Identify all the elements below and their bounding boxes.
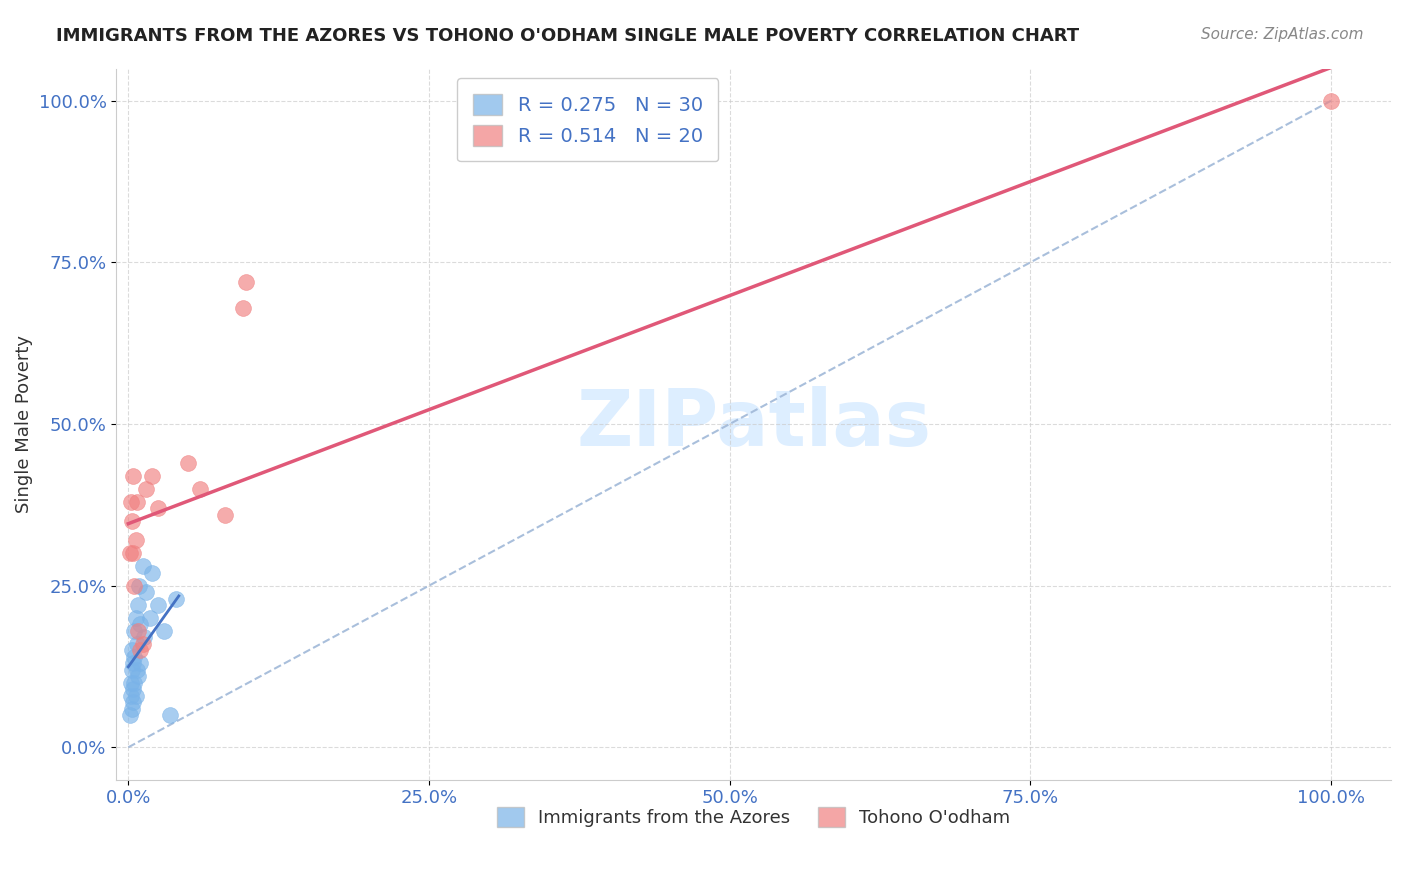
Point	[1320, 94, 1343, 108]
Point	[177, 456, 200, 470]
Point	[124, 649, 146, 664]
Point	[121, 663, 143, 677]
Point	[120, 494, 142, 508]
Point	[159, 708, 181, 723]
Point	[127, 598, 149, 612]
Point	[139, 611, 162, 625]
Point	[129, 643, 152, 657]
Point	[129, 657, 152, 671]
Text: IMMIGRANTS FROM THE AZORES VS TOHONO O'ODHAM SINGLE MALE POVERTY CORRELATION CHA: IMMIGRANTS FROM THE AZORES VS TOHONO O'O…	[56, 27, 1080, 45]
Text: ZIPatlas: ZIPatlas	[576, 386, 931, 462]
Point	[127, 624, 149, 638]
Point	[122, 695, 145, 709]
Point	[125, 637, 148, 651]
Y-axis label: Single Male Poverty: Single Male Poverty	[15, 335, 32, 513]
Point	[122, 682, 145, 697]
Point	[125, 663, 148, 677]
Point	[121, 514, 143, 528]
Point	[124, 675, 146, 690]
Point	[132, 631, 155, 645]
Point	[214, 508, 236, 522]
Point	[124, 533, 146, 548]
Point	[118, 708, 141, 723]
Point	[135, 482, 157, 496]
Point	[232, 301, 254, 315]
Point	[165, 591, 187, 606]
Point	[121, 643, 143, 657]
Point	[122, 657, 145, 671]
Point	[122, 546, 145, 560]
Point	[132, 637, 155, 651]
Point	[128, 579, 150, 593]
Point	[148, 501, 170, 516]
Point	[124, 579, 146, 593]
Point	[132, 559, 155, 574]
Point	[122, 468, 145, 483]
Point	[141, 468, 163, 483]
Point	[153, 624, 176, 638]
Text: Source: ZipAtlas.com: Source: ZipAtlas.com	[1201, 27, 1364, 42]
Point	[127, 669, 149, 683]
Point	[148, 598, 170, 612]
Point	[124, 689, 146, 703]
Point	[118, 546, 141, 560]
Point	[235, 275, 257, 289]
Legend: Immigrants from the Azores, Tohono O'odham: Immigrants from the Azores, Tohono O'odh…	[489, 800, 1018, 835]
Point	[125, 494, 148, 508]
Point	[129, 617, 152, 632]
Point	[120, 675, 142, 690]
Point	[135, 585, 157, 599]
Point	[141, 566, 163, 580]
Point	[124, 624, 146, 638]
Point	[120, 689, 142, 703]
Point	[121, 701, 143, 715]
Point	[124, 611, 146, 625]
Point	[190, 482, 212, 496]
